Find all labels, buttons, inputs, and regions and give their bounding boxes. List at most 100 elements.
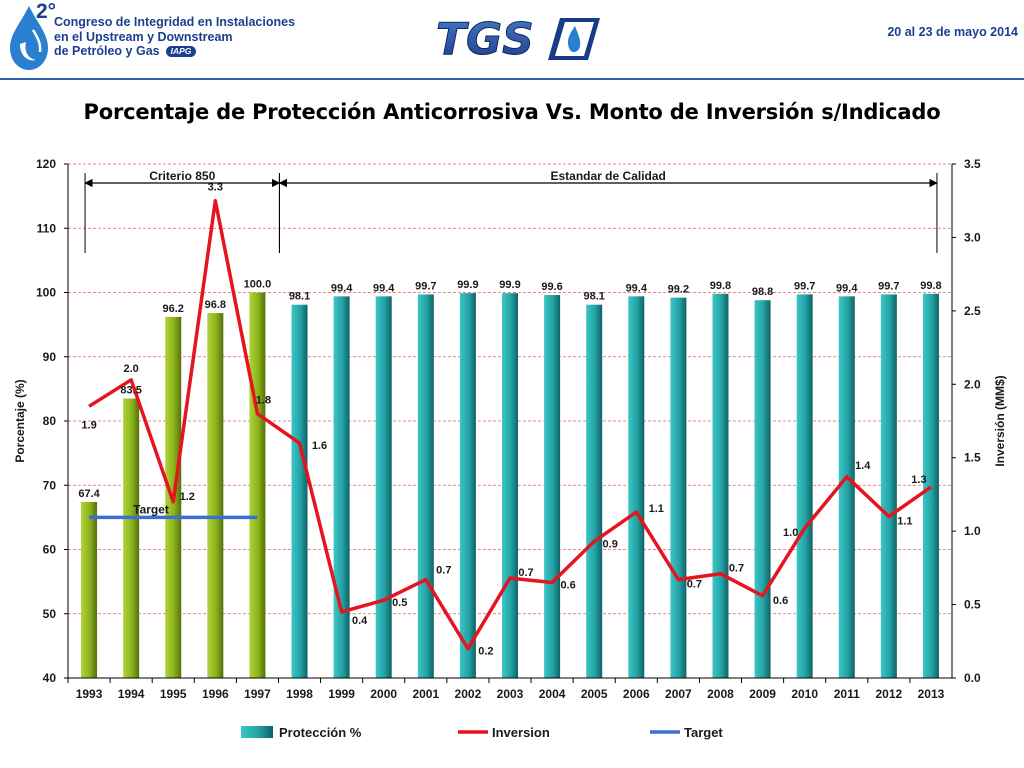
inversion-label-2013: 1.3 [911, 474, 926, 486]
bar-2004 [544, 295, 561, 678]
bar-label-2000: 99.4 [373, 282, 395, 294]
bar-2006 [628, 296, 645, 678]
inversion-label-1999: 0.4 [352, 615, 368, 627]
x-tick-label: 2005 [581, 687, 608, 701]
axes: 40 50 60 70 80 90 100 110 120 0.0 0.5 1.0 1.5 2.0 2.5 3… [13, 157, 1007, 701]
bar-2002 [459, 293, 476, 678]
x-tick-label: 2012 [876, 687, 903, 701]
x-tick-label: 2013 [918, 687, 945, 701]
y-right-axis-label: Inversión (MM$) [993, 375, 1007, 466]
inversion-label-2004: 0.6 [560, 580, 575, 592]
legend-label: Target [684, 725, 723, 740]
bar-label-2010: 99.7 [794, 280, 815, 292]
x-tick-label: 1995 [160, 687, 187, 701]
y-tick-label: 90 [43, 350, 57, 364]
y-tick-label: 100 [36, 286, 56, 300]
bar-label-2003: 99.9 [499, 279, 520, 291]
inversion-label-2000: 0.5 [392, 597, 407, 609]
inversion-label-2001: 0.7 [436, 565, 451, 577]
inversion-label-1994: 2.0 [123, 363, 138, 375]
y-tick-label: 40 [43, 671, 57, 685]
y-right-tick-label: 2.0 [964, 377, 981, 391]
y-right-tick-label: 1.0 [964, 524, 981, 538]
congress-title: Congreso de Integridad en Instalaciones … [54, 15, 314, 59]
x-tick-label: 2008 [707, 687, 734, 701]
inversion-label-1998: 1.6 [312, 440, 327, 452]
y-right-tick-label: 2.5 [964, 304, 981, 318]
y-tick-label: 110 [37, 221, 57, 235]
y-tick-label: 120 [36, 157, 56, 171]
inversion-label-2010: 1.0 [783, 527, 798, 539]
x-tick-label: 1996 [202, 687, 229, 701]
inversion-label-2006: 1.1 [649, 503, 664, 515]
x-tick-label: 1999 [328, 687, 355, 701]
x-tick-label: 2009 [749, 687, 776, 701]
x-tick-label: 2003 [497, 687, 524, 701]
bar-1997 [249, 292, 266, 678]
header: 2° Congreso de Integridad en Instalacion… [0, 0, 1024, 80]
annotation-label: Estandar de Calidad [551, 169, 666, 183]
tgs-flame-icon [567, 26, 581, 53]
congress-logo-icon [10, 6, 48, 70]
protection-bars [81, 292, 939, 678]
legend-protection: Protección % [241, 725, 362, 740]
inversion-label-2011: 1.4 [855, 460, 871, 472]
legend-inversion: Inversion [458, 725, 550, 740]
y-tick-label: 70 [43, 478, 57, 492]
x-tick-label: 1998 [286, 687, 313, 701]
x-tick-label: 1997 [244, 687, 271, 701]
bar-label-2001: 99.7 [415, 280, 436, 292]
x-tick-label: 1994 [118, 687, 145, 701]
bar-label-2007: 99.2 [668, 284, 689, 296]
x-tick-label: 2004 [539, 687, 566, 701]
legend-swatch [241, 726, 273, 738]
inversion-label-2007: 0.7 [687, 579, 702, 591]
y-tick-label: 80 [43, 414, 57, 428]
bar-1996 [207, 313, 224, 678]
x-tick-label: 2002 [455, 687, 482, 701]
y-tick-label: 60 [43, 543, 57, 557]
legend-label: Protección % [279, 725, 362, 740]
x-tick-label: 2001 [412, 687, 439, 701]
x-tick-label: 2006 [623, 687, 650, 701]
bar-1994 [123, 398, 140, 678]
period-annotations: Criterio 850 Estandar de Calidad [84, 169, 938, 253]
inversion-label-2002: 0.2 [478, 646, 493, 658]
bar-2011 [838, 296, 855, 678]
bar-2012 [880, 294, 897, 678]
bar-label-2011: 99.4 [836, 282, 858, 294]
x-tick-label: 1993 [76, 687, 103, 701]
bar-2001 [417, 294, 434, 678]
inversion-label-2008: 0.7 [729, 563, 744, 575]
inversion-label-1997: 1.8 [256, 395, 271, 407]
legend-target: Target [650, 725, 723, 740]
bar-label-2004: 99.6 [541, 281, 562, 293]
congress-title-line-3-text: de Petróleo y Gas [54, 44, 160, 58]
chart-title: Porcentaje de Protección Anticorrosiva V… [83, 100, 941, 124]
bar-2010 [796, 294, 813, 678]
x-tick-label: 2011 [834, 687, 860, 701]
x-tick-label: 2000 [370, 687, 397, 701]
bar-label-2012: 99.7 [878, 280, 899, 292]
bar-label-2006: 99.4 [626, 282, 648, 294]
legend: Protección % Inversion Target [241, 725, 723, 740]
inversion-label-1995: 1.2 [180, 491, 195, 503]
congress-title-line-2: en el Upstream y Downstream [54, 29, 233, 44]
x-tick-label: 2010 [791, 687, 818, 701]
y-right-tick-label: 3.5 [964, 157, 981, 171]
bar-label-1994: 83.5 [120, 385, 141, 397]
chart: Target 40 50 60 70 80 90 100 110 120 0.0 0.5 1.0 1.5… [13, 157, 1007, 740]
y-axis-label: Porcentaje (%) [13, 379, 27, 462]
bar-label-1997: 100.0 [244, 279, 272, 291]
inversion-label-2003: 0.7 [518, 567, 533, 579]
y-right-tick-label: 3.0 [964, 230, 981, 244]
x-tick-label: 2007 [665, 687, 692, 701]
y-right-tick-label: 1.5 [964, 451, 981, 465]
bar-2008 [712, 293, 729, 678]
bar-2000 [375, 296, 392, 678]
bar-2013 [922, 293, 939, 678]
tgs-logo: TGS [436, 14, 600, 66]
bar-label-2008: 99.8 [710, 280, 731, 292]
tgs-wordmark: TGS [436, 14, 534, 65]
bar-1993 [81, 501, 98, 678]
